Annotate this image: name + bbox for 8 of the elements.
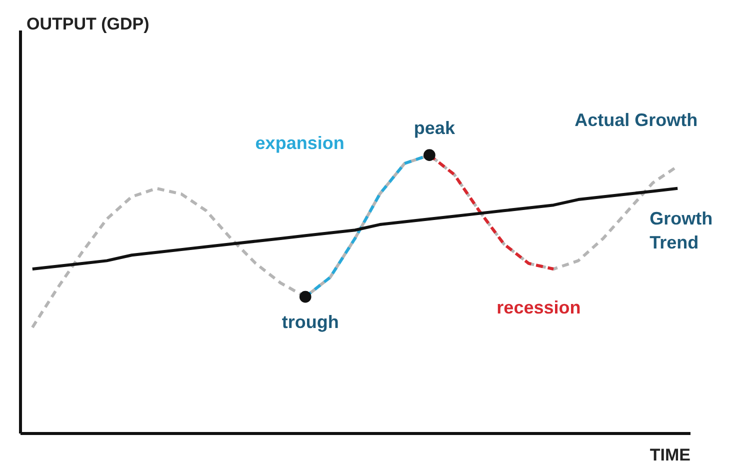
text: expansion bbox=[255, 132, 344, 153]
text: Actual Growth bbox=[574, 110, 698, 130]
annotation: trough bbox=[282, 312, 339, 332]
series-label: Growth Trend bbox=[650, 208, 713, 252]
annotation: recession bbox=[496, 297, 581, 318]
x-axis-title: TIME bbox=[650, 446, 690, 464]
text: OUTPUT (GDP) bbox=[26, 14, 150, 34]
text: peak bbox=[414, 118, 456, 138]
